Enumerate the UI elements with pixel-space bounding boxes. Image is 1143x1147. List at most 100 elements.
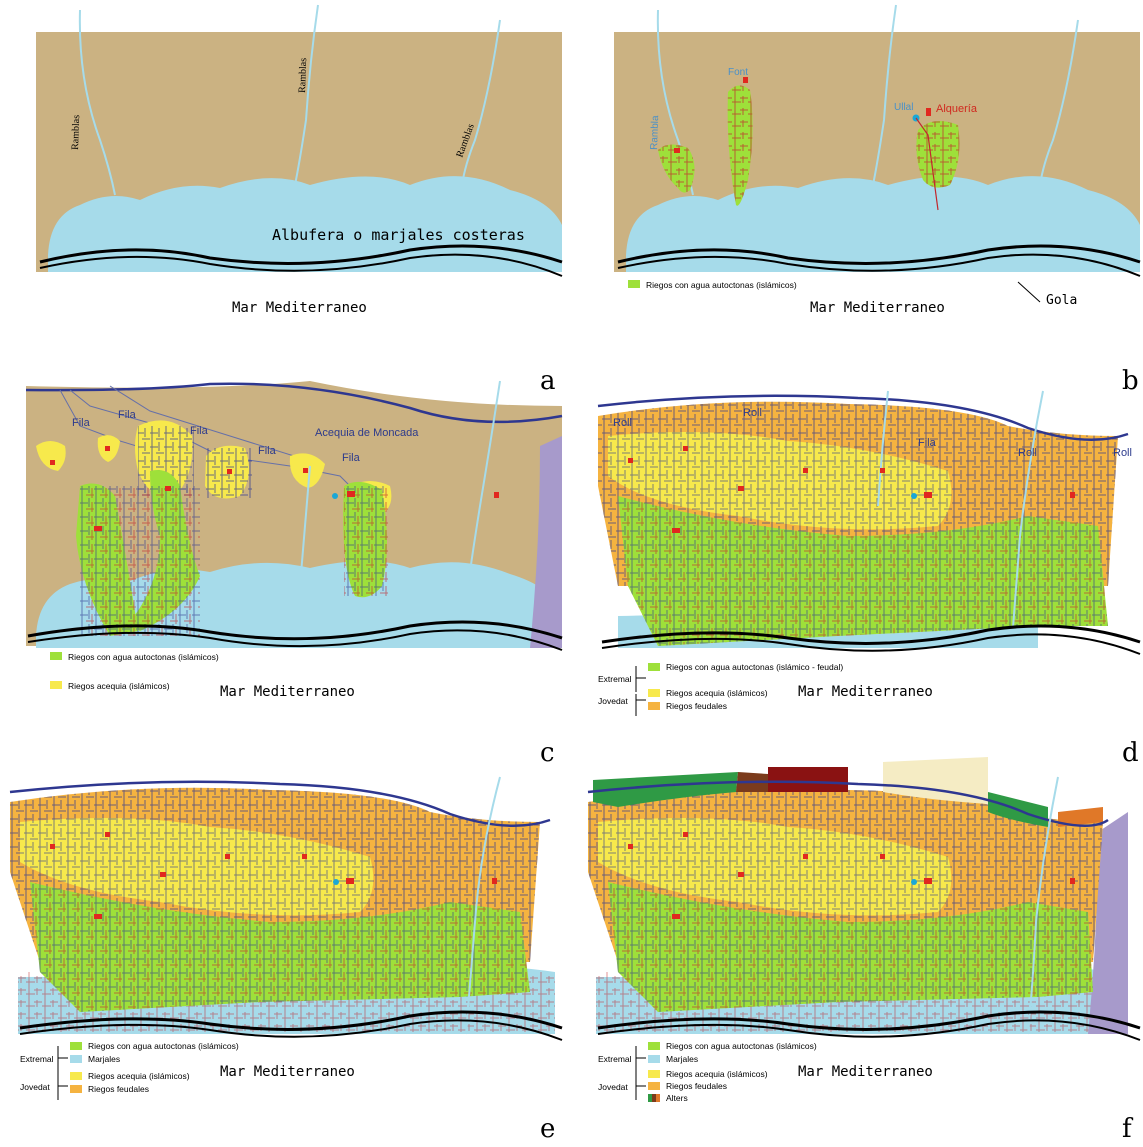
legend-item: Riegos acequia (islámicos) [68,681,170,691]
legend-bracket [635,694,646,716]
legend-item: Riegos con agua autoctonas (islámicos) [88,1041,239,1051]
legend-swatch-green [50,652,62,660]
green-autochthonous-grid [30,882,530,1012]
coast-line [601,624,1141,645]
alqueria-marker [880,468,885,473]
alqueria-marker [926,108,931,116]
alqueria-marker [738,486,744,491]
violet-strip [530,436,562,648]
ullal-marker [333,879,339,885]
coast-line [19,1010,563,1031]
ullal-marker [332,493,338,499]
coast-line [617,253,1141,277]
alters-maroon [768,767,848,792]
panel-c: Acequia de Moncada Fila Fila Fila Fila F… [10,380,565,758]
font-label: Font [728,67,748,78]
ullal-marker [911,879,917,885]
legend-item: Riegos acequia (islámicos) [666,688,768,698]
legend-bracket [635,666,646,692]
coast-line [39,253,563,277]
alqueria-marker [160,872,166,877]
legend-swatch-blue [70,1055,82,1063]
acequia-canal [9,780,551,827]
alqueria-marker [672,528,680,533]
alqueria-label: Alquería [936,103,978,115]
alqueria-marker [924,878,932,884]
legend-swatch-alters [656,1094,660,1102]
alqueria-marker [347,491,355,497]
legend-item: Riegos con agua autoctonas (islámicos) [68,652,219,662]
legend-swatch-yellow [70,1072,82,1080]
panel-letter: a [540,366,556,396]
acequia-canal [587,780,1109,828]
legend-item: Alters [666,1093,688,1103]
legend-bracket [57,1046,68,1072]
legend-item: Riegos con agua autoctonas (islámico - f… [666,662,843,672]
panel-a-map: Ramblas Ramblas Ramblas Albufera o marja… [36,4,563,316]
legend-swatch-orange [648,702,660,710]
albufera-label: Albufera o marjales costeras [272,226,525,244]
yellow-acequia-grid [20,818,374,916]
legend-swatch-orange [70,1085,82,1093]
legend-group: Jovedat [20,1082,50,1092]
coast-line [597,1010,1141,1031]
coast-line [601,633,1141,655]
alqueria-marker [924,492,932,498]
rambla-river [872,4,897,186]
gola-label: Gola [1046,293,1077,308]
coast-line [39,244,563,265]
legend-group: Jovedat [598,1082,628,1092]
fila-label: Fila [918,437,937,449]
rambla-river [1027,776,1059,1035]
green-grid [80,486,200,636]
legend-bracket [635,1072,646,1100]
rambla-label: Ramblas [70,115,82,150]
alqueria-marker [683,832,688,837]
legend-bracket [57,1072,68,1100]
alqueria-marker [880,854,885,859]
green-grid [344,486,388,596]
ramblas-river [461,19,501,186]
irrigated-plot [727,85,753,206]
alqueria-marker [628,844,633,849]
legend-swatch-yellow [648,1070,660,1078]
panel-c-map: Acequia de Moncada Fila Fila Fila Fila F… [25,380,563,700]
alters-orange-strip [1058,807,1103,827]
coast-line [19,1019,563,1041]
alqueria-marker [302,854,307,859]
legend-bracket [635,1046,646,1072]
sea-label: Mar Mediterraneo [220,1064,355,1080]
alqueria-marker [492,878,497,884]
roll-canal [597,394,1129,441]
ullal-label: Ullal [894,102,913,113]
alqueria-marker [803,854,808,859]
legend-swatch-alters [652,1094,656,1102]
legend-item: Riegos con agua autoctonas (islámicos) [646,280,797,290]
ramblas-river [294,4,319,186]
coast-line [27,620,563,641]
panel-letter: c [540,738,555,768]
green-autochthonous-grid [618,496,1108,646]
acequia-label: Acequia de Moncada [315,427,419,439]
alters-dark-green [593,772,738,807]
alqueria-marker [628,458,633,463]
alqueria-marker [346,878,354,884]
gola-pointer [1017,281,1041,303]
alqueria-marker [738,872,744,877]
alters-cream [883,757,988,804]
fila-label: Fila [118,409,137,421]
legend-swatch-yellow [648,689,660,697]
roll-label: Roll [743,407,762,419]
sea-label: Mar Mediterraneo [232,300,367,316]
alqueria-marker [94,914,102,919]
panel-e-map: Extremal Riegos con agua autoctonas (isl… [9,776,563,1100]
acequia-canal [25,382,563,424]
alqueria-marker [803,468,808,473]
legend-item: Riegos acequia (islámicos) [88,1071,190,1081]
panel-e: Extremal Riegos con agua autoctonas (isl… [9,772,565,1144]
alqueria-marker [683,446,688,451]
ramblas-river [78,9,116,196]
alqueria-marker [1070,878,1075,884]
yellow-acequia-grid [608,432,952,530]
legend-item: Marjales [666,1054,698,1064]
